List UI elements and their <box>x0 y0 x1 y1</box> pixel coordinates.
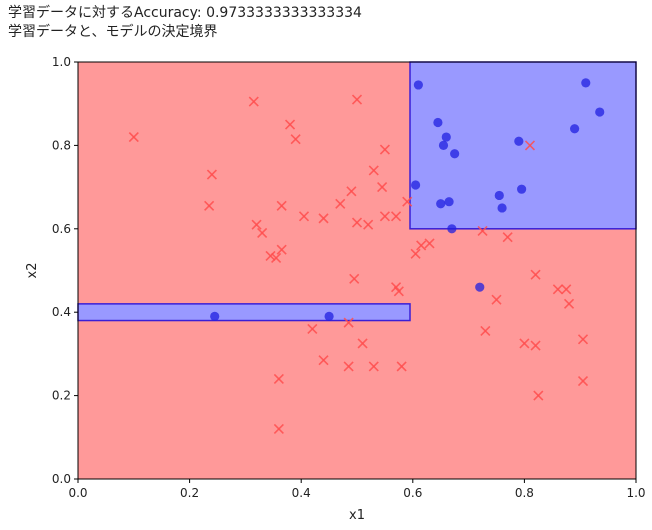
point-x-34 <box>530 269 541 280</box>
point-x-11 <box>318 213 329 224</box>
point-x-26 <box>416 240 427 251</box>
point-o-0 <box>413 80 423 90</box>
point-x-37 <box>563 298 575 309</box>
point-x-8 <box>251 219 262 230</box>
point-x-28 <box>349 273 360 284</box>
point-o-6 <box>514 136 524 146</box>
point-o-12 <box>494 190 504 201</box>
point-o-14 <box>497 203 507 213</box>
y-tick-label: 0.6 <box>52 222 71 236</box>
point-x-27 <box>424 238 435 249</box>
point-o-16 <box>475 282 485 292</box>
point-x-31 <box>477 225 488 236</box>
point-x-7 <box>204 200 215 211</box>
point-x-41 <box>530 340 541 351</box>
point-x-25 <box>410 248 421 259</box>
point-o-5 <box>450 149 460 159</box>
point-o-15 <box>447 224 457 234</box>
point-o-17 <box>210 311 220 321</box>
point-x-16 <box>390 211 402 222</box>
x-axis-label: x1 <box>349 508 365 523</box>
point-x-14 <box>368 165 379 176</box>
point-x-46 <box>343 317 354 328</box>
y-axis-ticks: 0.0 0.2 0.4 0.6 0.8 1.0 <box>52 55 78 486</box>
x-axis-ticks: 0.0 0.2 0.4 0.6 0.8 1.0 <box>68 479 646 500</box>
point-x-33 <box>524 140 536 151</box>
region-positive-1 <box>77 303 411 322</box>
point-x-6 <box>206 169 217 180</box>
point-x-1 <box>248 96 259 107</box>
point-x-22 <box>271 252 282 264</box>
point-x-45 <box>307 323 318 334</box>
y-tick-label: 0.0 <box>52 472 71 486</box>
y-tick-label: 0.2 <box>52 389 71 403</box>
title-block: 学習データに対するAccuracy: 0.9733333333333334 学習… <box>8 4 362 42</box>
point-o-2 <box>433 117 443 128</box>
point-x-13 <box>346 186 357 197</box>
point-x-30 <box>393 286 404 297</box>
point-o-1 <box>581 78 591 88</box>
point-o-3 <box>441 132 451 142</box>
y-tick-label: 0.8 <box>52 138 71 152</box>
point-x-23 <box>276 244 287 255</box>
point-x-21 <box>265 250 276 261</box>
point-o-8 <box>595 107 605 117</box>
y-axis-label: x2 <box>25 263 40 279</box>
point-x-36 <box>561 284 572 295</box>
x-tick-label: 0.2 <box>180 486 199 500</box>
point-x-40 <box>519 338 530 349</box>
point-x-4 <box>290 134 301 145</box>
point-x-48 <box>318 355 329 366</box>
point-x-12 <box>335 198 346 209</box>
point-x-18 <box>363 219 374 230</box>
x-tick-label: 0.6 <box>403 486 422 500</box>
point-o-18 <box>324 311 334 321</box>
x-tick-label: 0.4 <box>292 486 311 500</box>
point-x-42 <box>577 334 589 345</box>
point-x-20 <box>257 227 268 239</box>
x-tick-label: 0.8 <box>515 486 534 500</box>
point-x-49 <box>343 361 354 372</box>
point-x-19 <box>351 217 363 228</box>
chart-title: 学習データに対するAccuracy: 0.9733333333333334 <box>8 5 362 21</box>
point-x-3 <box>284 119 296 130</box>
point-x-35 <box>552 284 563 295</box>
point-x-15 <box>377 182 388 193</box>
point-o-4 <box>438 140 449 150</box>
point-x-52 <box>273 373 284 384</box>
point-o-9 <box>410 180 421 190</box>
point-x-9 <box>276 200 287 211</box>
point-x-17 <box>379 211 390 222</box>
y-tick-label: 0.4 <box>52 305 71 319</box>
point-x-24 <box>402 196 413 207</box>
point-x-51 <box>396 361 407 372</box>
y-tick-label: 1.0 <box>52 55 71 69</box>
point-x-38 <box>491 294 502 305</box>
x-tick-label: 1.0 <box>626 486 645 500</box>
point-x-43 <box>577 375 589 387</box>
point-x-47 <box>357 338 368 349</box>
point-x-0 <box>128 131 139 143</box>
x-tick-label: 0.0 <box>68 486 87 500</box>
plot-frame <box>77 61 637 480</box>
point-o-10 <box>436 199 446 209</box>
decision-regions <box>77 61 637 479</box>
point-x-50 <box>368 361 379 372</box>
point-o-11 <box>444 197 454 207</box>
point-x-44 <box>533 390 544 401</box>
point-x-2 <box>351 94 363 105</box>
point-x-39 <box>480 325 491 337</box>
point-o-13 <box>517 184 527 194</box>
chart-subtitle: 学習データと、モデルの決定境界 <box>8 24 218 40</box>
point-o-7 <box>570 124 580 134</box>
data-points <box>128 78 605 435</box>
point-x-5 <box>379 144 390 155</box>
point-x-10 <box>298 211 310 222</box>
point-x-53 <box>273 423 284 435</box>
point-x-32 <box>502 232 513 243</box>
